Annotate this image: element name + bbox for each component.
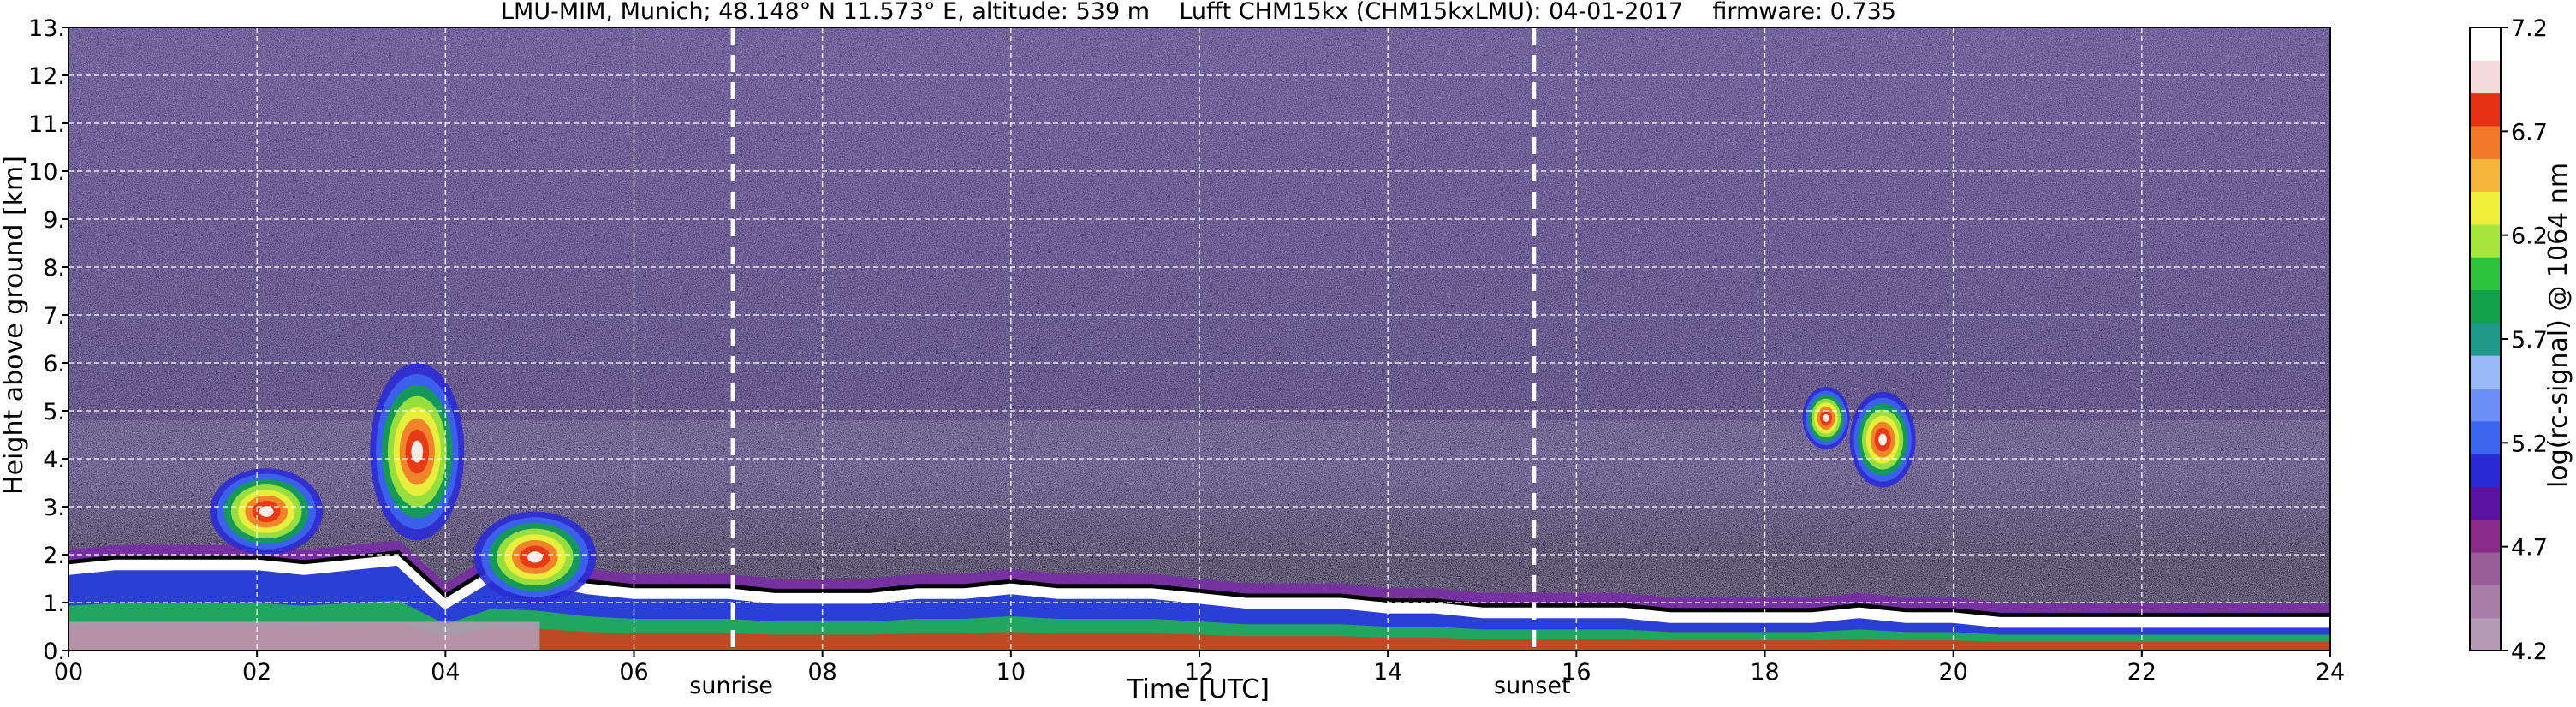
y-tick-label: 12. [28,63,65,90]
y-tick-label: 10. [28,159,65,186]
y-tick-label: 4. [43,447,65,473]
x-tick-label: 10 [996,659,1026,686]
y-tick-label: 5. [43,399,65,425]
x-tick-label: 22 [2127,659,2157,686]
colorbar-tick-label: 6.2 [2511,223,2548,250]
colorbar-tick-label: 5.2 [2511,431,2548,457]
x-axis-label: Time [UTC] [1127,674,1270,704]
colorbar-segment [2470,257,2501,291]
y-tick-label: 8. [43,255,65,282]
colorbar-segment [2470,158,2501,193]
colorbar-segment [2470,617,2501,651]
x-tick-label: 24 [2316,659,2345,686]
x-tick-label: 00 [54,659,83,686]
chart-title: LMU-MIM, Munich; 48.148° N 11.573° E, al… [501,0,1896,25]
colorbar-tick-label: 6.7 [2511,119,2548,146]
y-tick-label: 1. [43,591,65,617]
colorbar-segment [2470,420,2501,454]
colorbar-segment [2470,125,2501,159]
colorbar-segment [2470,486,2501,520]
x-tick-label: 20 [1938,659,1967,686]
colorbar-segment [2470,454,2501,487]
x-tick-label: 14 [1373,659,1402,686]
colorbar-segment [2470,355,2501,389]
y-axis: 0. 1. 2. 3. 4. 5. 6. 7. 8. 9. 10. 11. 12. 13. [28,15,68,665]
x-tick-label: 06 [619,659,648,686]
sun-markers: sunrise sunset [689,27,1571,699]
colorbar-segment [2470,519,2501,553]
marker-label-sunrise: sunrise [689,673,773,699]
y-tick-label: 13. [28,15,65,42]
x-tick-label: 12 [1185,659,1214,686]
colorbar-segment [2470,289,2501,324]
colorbar-tick-label: 4.2 [2511,639,2548,665]
colorbar-label: log(rc-signal) @ 1064 nm [2543,163,2573,488]
y-tick-label: 0. [43,639,65,665]
x-tick-label: 08 [807,659,836,686]
colorbar-segment [2470,585,2501,619]
y-axis-label: Height above ground [km] [0,156,29,495]
grid [68,27,2330,651]
x-tick-label: 18 [1750,659,1779,686]
y-tick-label: 9. [43,207,65,234]
y-tick-label: 7. [43,303,65,330]
colorbar-segment [2470,27,2501,61]
colorbar-segment [2470,191,2501,225]
colorbar-tick-label: 5.7 [2511,327,2548,354]
colorbar-segment [2470,223,2501,258]
feature-aerosol-plume [210,468,324,555]
colorbar-segment [2470,552,2501,585]
feature-residual-layer [473,511,597,603]
colorbar-segment [2470,92,2501,127]
x-tick-label: 04 [431,659,460,686]
colorbar-segment [2470,388,2501,422]
feature-cloud [1802,387,1850,449]
colorbar-segment [2470,322,2501,356]
colorbar-segment [2470,60,2501,94]
colorbar: 4.2 4.7 5.2 5.7 6.2 6.7 7.2 [2469,15,2548,665]
y-tick-label: 2. [43,543,65,569]
feature-aerosol-plume [370,362,465,541]
y-tick-label: 3. [43,495,65,521]
night-low-layer [68,621,540,651]
colorbar-tick-label: 4.7 [2511,535,2548,561]
y-tick-label: 11. [28,111,65,138]
x-tick-label: 16 [1562,659,1591,686]
marker-label-sunset: sunset [1494,673,1571,699]
x-axis: 00 02 04 06 08 10 12 14 16 18 20 22 24 [54,651,2345,686]
x-tick-label: 02 [242,659,271,686]
colorbar-tick-label: 7.2 [2511,15,2548,42]
y-tick-label: 6. [43,351,65,377]
feature-cloud [1849,391,1916,488]
